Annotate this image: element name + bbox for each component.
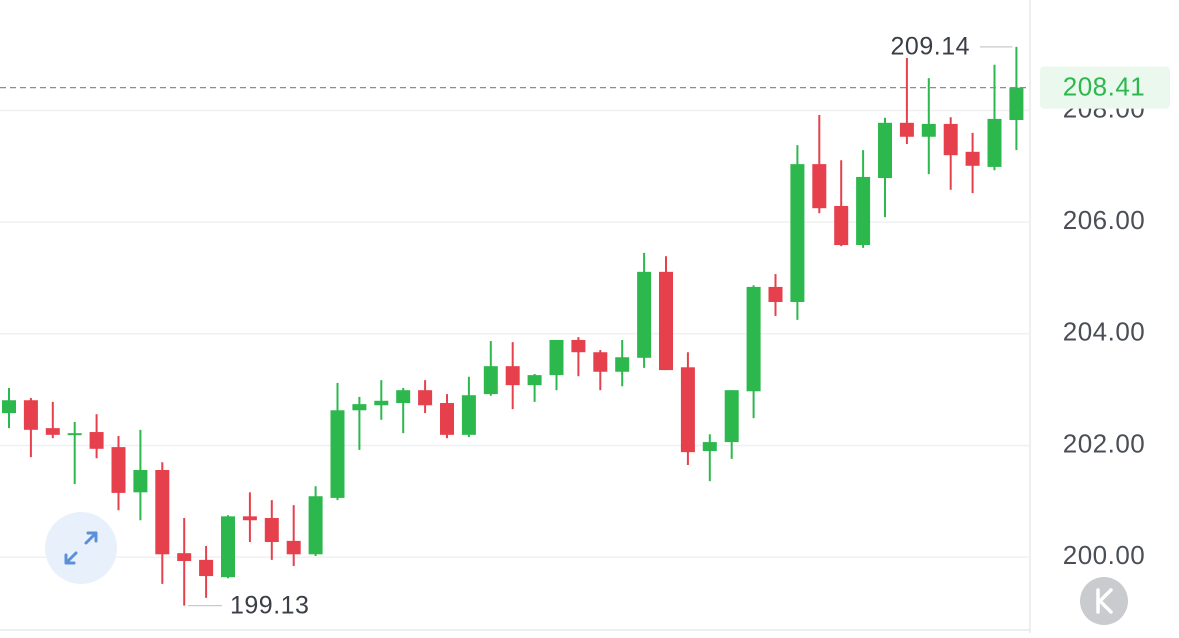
- candle-body: [221, 516, 235, 578]
- expand-icon: [64, 531, 98, 565]
- candle-body: [242, 516, 257, 521]
- candle-body: [878, 122, 892, 179]
- candle-body: [483, 366, 498, 395]
- candle-body: [856, 176, 871, 246]
- max-annotation: 209.14: [891, 32, 970, 60]
- candle-body: [790, 164, 805, 302]
- candle-body: [834, 205, 849, 246]
- y-tick-label: 202.00: [1063, 428, 1146, 458]
- y-tick-label: 200.00: [1063, 540, 1146, 570]
- candle-body: [2, 400, 16, 414]
- candle-body: [965, 151, 980, 166]
- candle-body: [199, 559, 214, 577]
- candle-body: [133, 470, 148, 493]
- candles: [2, 46, 1024, 606]
- candle-body: [505, 366, 520, 386]
- candle-body: [330, 410, 345, 498]
- min-annotation: 199.13: [230, 591, 309, 619]
- overlay: 208.41 209.14 199.13: [0, 32, 1170, 619]
- candle-body: [352, 404, 367, 411]
- candle-body: [637, 271, 652, 358]
- candle-body: [440, 403, 454, 435]
- expand-button-bg[interactable]: [45, 512, 117, 584]
- candle-body: [746, 286, 761, 392]
- candle-body: [45, 428, 60, 435]
- y-tick-label: 206.00: [1063, 205, 1146, 235]
- y-tick-label: 204.00: [1063, 317, 1146, 347]
- candle-body: [987, 118, 1002, 167]
- last-price-label: 208.41: [1063, 72, 1146, 102]
- candle-body: [374, 400, 389, 406]
- candle-body: [89, 432, 104, 449]
- candle-body: [286, 540, 301, 555]
- candle-body: [702, 442, 717, 452]
- candle-body: [943, 123, 958, 156]
- candle-body: [768, 286, 783, 302]
- candle-body: [155, 470, 170, 555]
- candle-body: [921, 123, 936, 137]
- last-price-box: [1040, 66, 1170, 109]
- candle-body: [177, 553, 192, 561]
- candle-body: [67, 433, 82, 436]
- candle-body: [724, 390, 739, 443]
- candle-body: [461, 395, 476, 435]
- candle-body: [680, 367, 695, 453]
- candle-body: [396, 390, 411, 404]
- candle-body: [418, 390, 433, 406]
- candle-body: [571, 339, 586, 353]
- k-icon: [1096, 588, 1113, 614]
- candle-body: [527, 375, 542, 386]
- candle-body: [111, 447, 126, 493]
- candle-body: [549, 339, 564, 376]
- candle-body: [23, 400, 38, 430]
- candle-body: [308, 496, 323, 555]
- candle-body: [615, 357, 630, 372]
- expand-button[interactable]: [45, 512, 117, 584]
- k-button[interactable]: [1080, 577, 1128, 625]
- candle-body: [264, 518, 279, 543]
- candle-body: [1009, 87, 1024, 121]
- k-button-bg[interactable]: [1080, 577, 1128, 625]
- candle-body: [593, 352, 608, 372]
- candle-body: [899, 122, 914, 137]
- candle-body: [659, 271, 673, 371]
- candle-body: [812, 164, 827, 209]
